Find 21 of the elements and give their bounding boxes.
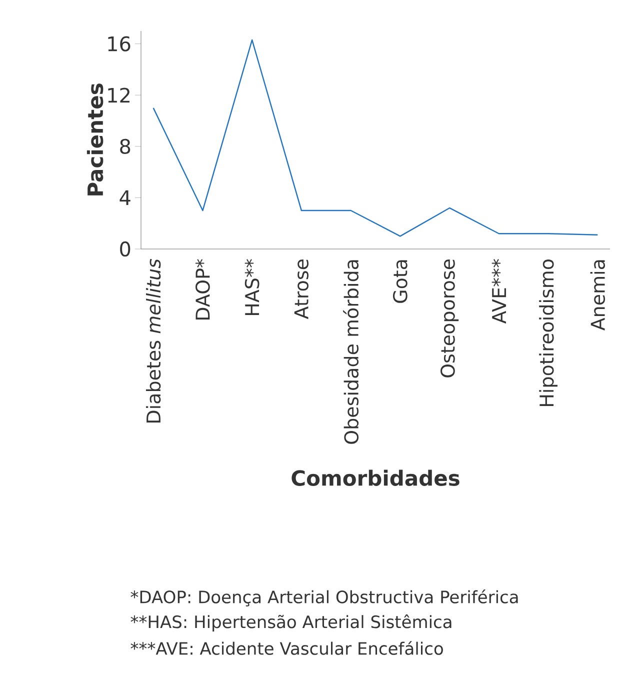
- line-series: [152, 39, 598, 237]
- y-axis-title: Pacientes: [86, 84, 104, 196]
- text: *DAOP: Doença Arterial Obstructiva Periférica: [130, 590, 518, 606]
- y-tick-label: 16: [108, 36, 130, 52]
- x-tick-label: AVE***: [492, 259, 506, 324]
- y-tick-label: 12: [108, 88, 130, 103]
- x-tick-label: Obesidade mórbida: [343, 260, 359, 444]
- text: **HAS: Hipertensão Arterial Sistêmica: [130, 614, 452, 632]
- x-tick-label: Anemia: [590, 260, 606, 331]
- x-axis-title: Comorbidades: [292, 470, 460, 486]
- x-tick-label: Atrose: [294, 260, 309, 320]
- x-tick-label: DAOP*: [196, 259, 210, 320]
- x-tick-label: Hipotireoidismo: [539, 260, 558, 406]
- y-tick-label: 8: [120, 138, 130, 154]
- x-tick-label: Gota: [392, 260, 408, 303]
- x-tick-label: Osteoporose: [440, 260, 459, 378]
- y-tick-label: 4: [120, 190, 130, 205]
- x-tick-label: HAS**: [244, 259, 260, 315]
- text: ***AVE: Acidente Vascular Encefálico: [130, 641, 443, 655]
- y-tick-label: 0: [120, 241, 130, 257]
- x-tick-label: Diabetes mellitus: [146, 258, 161, 422]
